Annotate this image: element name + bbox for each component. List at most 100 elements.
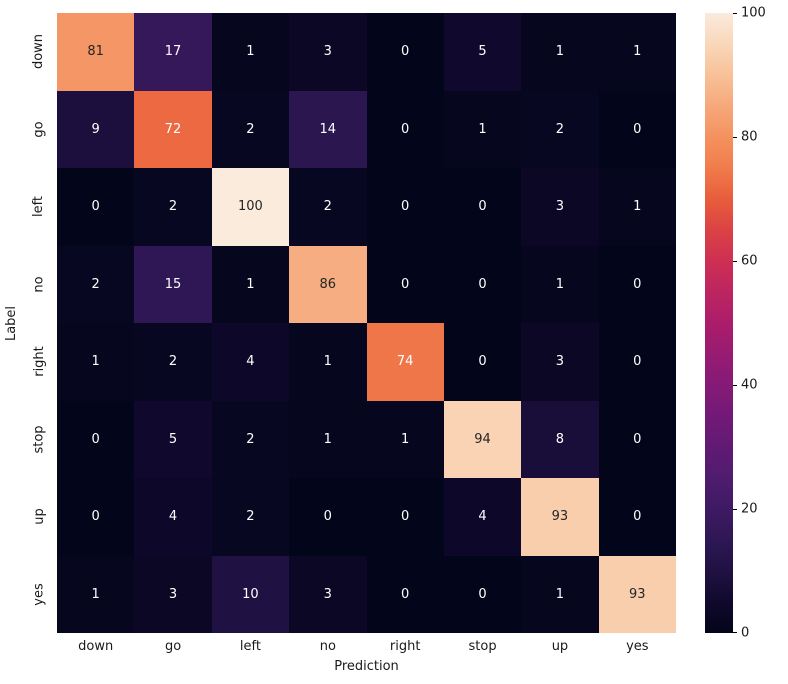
heatmap-cell: 2 (134, 168, 212, 246)
x-tick-label: up (551, 639, 569, 654)
heatmap-cell: 14 (289, 90, 367, 168)
heatmap-cell: 2 (211, 90, 290, 168)
heatmap-cell: 9 (57, 90, 135, 168)
colorbar-tick-mark (733, 260, 737, 262)
x-tick-label: left (239, 639, 261, 654)
x-tick-label: down (78, 639, 114, 654)
colorbar-tick-label: 60 (741, 253, 758, 269)
heatmap-cell: 10 (211, 555, 290, 633)
heatmap-cell: 100 (211, 168, 290, 246)
heatmap-cell: 4 (211, 323, 290, 401)
heatmap-cell: 2 (211, 478, 290, 556)
heatmap-cell: 1 (57, 555, 135, 633)
heatmap-cell: 1 (57, 323, 135, 401)
y-tick-label: left (26, 168, 52, 246)
y-tick-label-text: yes (31, 583, 47, 606)
x-tick-label: yes (626, 639, 649, 654)
colorbar-tick-label: 0 (741, 625, 750, 641)
heatmap-cell: 0 (366, 478, 444, 556)
heatmap-cell: 2 (211, 400, 290, 478)
heatmap-cell: 0 (598, 90, 676, 168)
heatmap-cell: 0 (598, 245, 676, 323)
heatmap-cell: 2 (521, 90, 599, 168)
heatmap-cell: 74 (366, 323, 444, 401)
heatmap-cell: 3 (289, 13, 367, 91)
colorbar-tick-label: 100 (741, 5, 766, 21)
heatmap-cell: 3 (134, 555, 212, 633)
heatmap-cell: 72 (134, 90, 212, 168)
x-tick-label: stop (468, 639, 497, 654)
y-axis-label-text: Label (4, 305, 20, 341)
y-tick-labels: down go left no right stop up yes (26, 13, 52, 633)
colorbar-tick-label: 20 (741, 501, 758, 517)
y-tick-label: no (26, 246, 52, 324)
colorbar-tick-mark (733, 13, 737, 14)
x-axis-label: Prediction (334, 659, 399, 674)
heatmap-cell: 17 (134, 13, 212, 91)
colorbar-tick-label: 40 (741, 377, 758, 393)
heatmap-cell: 2 (134, 323, 212, 401)
heatmap-cell: 0 (57, 168, 135, 246)
y-tick-label: stop (26, 401, 52, 479)
y-tick-label: right (26, 323, 52, 401)
x-tick-labels: down go left no right stop up yes (57, 639, 676, 656)
colorbar (705, 13, 733, 633)
x-tick-label: no (319, 639, 336, 654)
heatmap-cell: 1 (443, 90, 522, 168)
heatmap-cell: 1 (521, 555, 599, 633)
heatmap-cell: 0 (598, 478, 676, 556)
y-tick-label: go (26, 91, 52, 169)
heatmap-cell: 0 (57, 478, 135, 556)
heatmap-grid: 81 17 1 3 0 5 1 1 9 72 2 14 0 1 2 0 0 2 100 2 0 0 3 1 2 15 1 86 0 0 1 0… (57, 13, 676, 633)
heatmap-cell: 1 (598, 168, 676, 246)
heatmap-cell: 8 (521, 400, 599, 478)
heatmap-cell: 2 (289, 168, 367, 246)
heatmap-cell: 1 (366, 400, 444, 478)
heatmap-cell: 0 (598, 400, 676, 478)
y-tick-label: down (26, 13, 52, 91)
heatmap-cell: 3 (521, 323, 599, 401)
heatmap-cell: 81 (57, 13, 135, 91)
heatmap-cell: 1 (289, 323, 367, 401)
colorbar-tick-mark (733, 508, 737, 510)
heatmap-cell: 0 (443, 555, 522, 633)
heatmap-cell: 4 (443, 478, 522, 556)
heatmap-cell: 3 (289, 555, 367, 633)
heatmap-cell: 93 (598, 555, 676, 633)
heatmap-cell: 0 (57, 400, 135, 478)
heatmap-cell: 5 (443, 13, 522, 91)
heatmap-cell: 3 (521, 168, 599, 246)
heatmap-cell: 0 (598, 323, 676, 401)
heatmap-cell: 0 (366, 168, 444, 246)
heatmap-cell: 15 (134, 245, 212, 323)
heatmap-cell: 0 (366, 245, 444, 323)
heatmap-cell: 86 (289, 245, 367, 323)
y-tick-label-text: no (31, 276, 47, 293)
heatmap-cell: 93 (521, 478, 599, 556)
x-tick-label: right (389, 639, 421, 654)
heatmap-cell: 1 (521, 13, 599, 91)
y-tick-label-text: left (31, 196, 47, 218)
heatmap-cell: 1 (598, 13, 676, 91)
y-tick-label-text: right (31, 346, 47, 378)
y-tick-label-text: stop (31, 425, 47, 454)
colorbar-tick-label: 80 (741, 129, 758, 145)
y-tick-label: yes (26, 556, 52, 634)
heatmap-cell: 0 (289, 478, 367, 556)
colorbar-tick-mark (733, 136, 737, 138)
heatmap-cell: 0 (366, 555, 444, 633)
y-tick-label-text: go (31, 121, 47, 138)
heatmap-cell: 1 (521, 245, 599, 323)
y-tick-label: up (26, 478, 52, 556)
colorbar-tick-mark (733, 384, 737, 386)
heatmap-cell: 1 (211, 13, 290, 91)
y-tick-label-text: up (31, 508, 47, 526)
heatmap-cell: 0 (366, 13, 444, 91)
heatmap-cell: 0 (443, 168, 522, 246)
heatmap-cell: 0 (443, 245, 522, 323)
y-tick-label-text: down (31, 34, 47, 70)
colorbar-ticks: 0 20 40 60 80 100 (733, 6, 787, 641)
heatmap-cell: 4 (134, 478, 212, 556)
heatmap-cell: 2 (57, 245, 135, 323)
